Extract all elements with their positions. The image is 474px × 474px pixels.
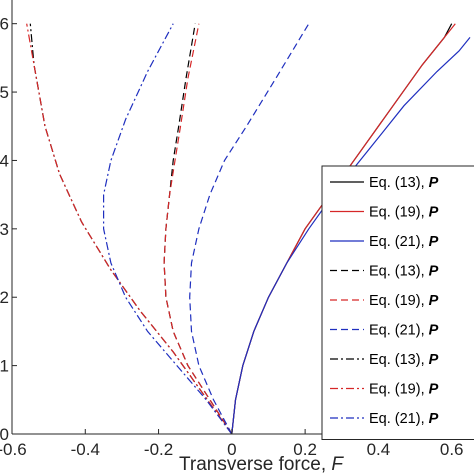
legend-label: Eq. (19), P [369, 205, 439, 221]
y-tick-label: 1 [0, 357, 9, 376]
series-line-8 [26, 23, 233, 434]
legend-label: Eq. (21), P [369, 234, 439, 250]
x-tick-label: 0.6 [440, 440, 464, 459]
y-tick-label: 0 [0, 425, 9, 444]
legend-label: Eq. (13), P [369, 352, 439, 368]
series-line-6 [189, 23, 310, 434]
y-tick-label: 5 [0, 83, 9, 102]
x-axis-title-text: Transverse force, [179, 454, 331, 474]
legend-label: Eq. (13), P [369, 264, 439, 280]
x-tick-label: 0 [227, 440, 236, 459]
y-tick-label: 3 [0, 220, 9, 239]
legend-label: Eq. (19), P [369, 382, 439, 398]
x-tick-label: -0.2 [144, 440, 173, 459]
x-tick-label: -0.4 [71, 440, 100, 459]
y-tick-label: 2 [0, 288, 9, 307]
x-axis-title: Transverse force, F [179, 454, 344, 474]
legend: Eq. (13), P Eq. (19), P Eq. (21), P Eq. (13… [321, 165, 474, 440]
legend-label: Eq. (21), P [369, 323, 439, 339]
y-tick-label: 4 [0, 151, 9, 170]
axes-layer: -0.6 -0.4 -0.2 0 0.2 0.4 0.6 0 1 2 3 4 5 6 [0, 0, 474, 459]
x-axis-title-symbol: F [331, 454, 344, 474]
series-line-9 [102, 23, 233, 434]
legend-label: Eq. (13), P [369, 175, 439, 191]
series-line-3 [231, 37, 471, 434]
series-line-5 [163, 23, 233, 434]
y-tick-label: 6 [0, 15, 9, 34]
x-tick-label: 0.4 [367, 440, 391, 459]
x-tick-label: 0.2 [293, 440, 317, 459]
legend-label: Eq. (19), P [369, 293, 439, 309]
series-layer [26, 23, 471, 434]
x-tick-label: -0.6 [0, 440, 27, 459]
legend-label: Eq. (21), P [369, 411, 439, 427]
